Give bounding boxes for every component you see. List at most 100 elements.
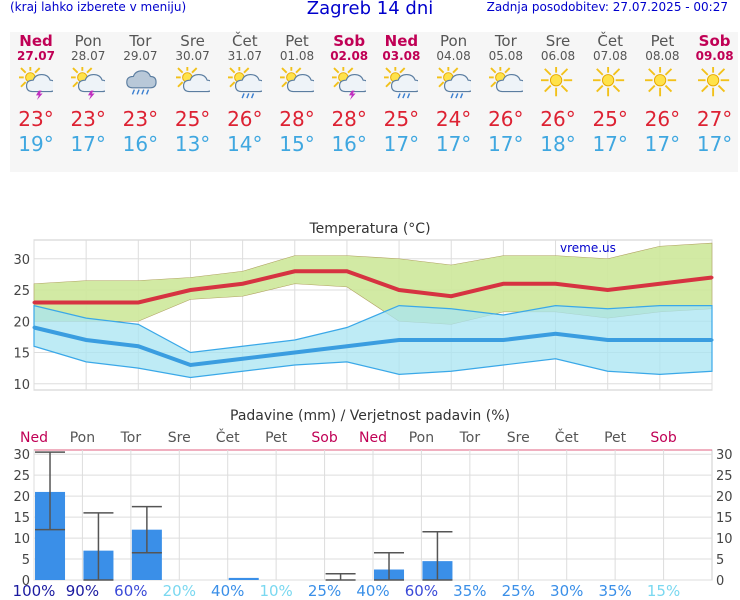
max-temperature-point: [501, 282, 505, 286]
forecast-day: Sob 09.08 27° 17°: [689, 32, 740, 157]
forecast-day: Čet 31.07 26° 14°: [219, 32, 271, 157]
min-temperature: 19°: [18, 132, 54, 156]
min-temperature-point: [710, 338, 714, 342]
min-temperature: 17°: [435, 132, 472, 156]
temperature-tick-label: 10: [13, 378, 30, 393]
max-temperature-point: [710, 276, 714, 279]
forecast-day: Čet 07.08 25° 17°: [584, 32, 636, 157]
sun-cloud-icon: [280, 67, 314, 93]
precipitation-tick-label-right: 10: [716, 532, 733, 547]
min-temperature-point: [84, 338, 88, 342]
forecast-day: Pon 28.07 23° 17°: [62, 32, 114, 157]
day-date: 03.08: [382, 49, 421, 63]
page-title: Zagreb 14 dni: [306, 0, 434, 19]
day-name: Pet: [285, 32, 309, 50]
precipitation-day-label: Pet: [265, 430, 288, 446]
min-temperature-point: [32, 326, 36, 329]
max-temperature: 24°: [435, 107, 472, 131]
min-temperature-point: [293, 351, 297, 354]
day-date: 30.07: [175, 49, 210, 63]
precipitation-tick-label-left: 20: [13, 490, 30, 505]
sun-icon: [541, 67, 573, 97]
precipitation-probability-label: 35%: [598, 582, 631, 600]
day-date: 02.08: [330, 49, 369, 63]
min-temperature: 17°: [696, 132, 733, 156]
max-temperature: 25°: [174, 107, 211, 131]
sun-icon: [593, 67, 625, 97]
day-date: 06.08: [540, 49, 576, 63]
forecast-day: Pet 01.08 28° 15°: [271, 32, 323, 157]
precipitation-probability-label: 35%: [453, 582, 486, 600]
day-date: 09.08: [695, 49, 734, 63]
temperature-tick-label: 15: [13, 347, 30, 362]
forecast-day: Pon 04.08 24° 17°: [428, 32, 480, 157]
max-temperature: 26°: [540, 107, 576, 131]
sun-cloud-rain-icon: [227, 67, 262, 99]
precipitation-tick-label-left: 10: [13, 532, 30, 547]
day-name: Tor: [129, 32, 152, 50]
precipitation-tick-label-right: 5: [716, 553, 724, 568]
precipitation-probability-label: 100%: [13, 582, 56, 600]
min-temperature: 17°: [644, 132, 681, 156]
max-temperature-point: [658, 282, 662, 286]
min-temperature-point: [397, 338, 401, 342]
day-name: Čet: [232, 32, 258, 50]
min-temperature: 17°: [488, 132, 524, 156]
precipitation-probability-label: 30%: [550, 582, 583, 600]
day-date: 27.07: [17, 49, 55, 63]
precipitation-day-label: Čet: [216, 428, 240, 446]
precipitation-probability-label: 60%: [114, 582, 147, 600]
precipitation-probability-label: 15%: [647, 582, 680, 600]
day-name: Ned: [384, 32, 419, 50]
sun-cloud-icon: [488, 67, 523, 93]
precipitation-tick-label-right: 0: [716, 574, 724, 589]
sun-cloud-lightning-icon: [19, 67, 53, 101]
day-name: Pet: [650, 32, 675, 50]
sun-icon: [645, 67, 677, 97]
precipitation-probability-label: 25%: [308, 582, 341, 600]
temperature-chart-title: Temperatura (°C): [308, 221, 430, 237]
day-date: 29.07: [123, 49, 158, 63]
min-temperature-point: [449, 338, 453, 342]
max-temperature-point: [449, 294, 453, 298]
precipitation-day-label: Ned: [359, 430, 387, 446]
max-temperature: 23°: [18, 107, 54, 131]
max-temperature: 23°: [122, 107, 159, 131]
max-temperature-point: [136, 301, 140, 304]
precipitation-day-label: Sre: [507, 430, 530, 446]
forecast-day: Sre 06.08 26° 18°: [532, 32, 584, 157]
max-temperature-point: [345, 269, 349, 273]
sun-cloud-icon: [175, 67, 210, 93]
precipitation-probability-label: 10%: [259, 582, 292, 600]
min-temperature-point: [658, 338, 662, 342]
sun-cloud-rain-icon: [436, 67, 471, 99]
precipitation-tick-label-right: 15: [716, 511, 733, 526]
day-date: 31.07: [227, 49, 262, 63]
last-updated: Zadnja posodobitev: 27.07.2025 - 00:27: [486, 0, 728, 14]
max-temperature-point: [293, 269, 297, 273]
max-temperature: 23°: [70, 107, 106, 131]
forecast-day: Ned 27.07 23° 19°: [10, 32, 62, 157]
max-temperature: 25°: [383, 107, 420, 131]
precipitation-bar: [228, 577, 259, 580]
max-temperature-point: [554, 282, 558, 286]
min-temperature: 13°: [174, 132, 211, 156]
min-temperature: 17°: [383, 132, 420, 156]
max-temperature-point: [241, 282, 245, 286]
precipitation-day-label: Tor: [459, 430, 481, 446]
precipitation-tick-label-right: 25: [716, 469, 733, 484]
header-menu-hint[interactable]: (kraj lahko izberete v meniju): [10, 0, 187, 14]
day-date: 08.08: [645, 49, 680, 63]
precipitation-day-label: Čet: [555, 428, 579, 446]
max-temperature: 26°: [644, 107, 681, 131]
day-name: Sob: [333, 32, 366, 50]
precipitation-probability-label: 90%: [66, 582, 99, 600]
max-temperature: 26°: [227, 107, 263, 131]
min-temperature: 18°: [540, 132, 576, 156]
max-temperature-point: [188, 288, 192, 292]
sun-cloud-lightning-icon: [71, 67, 106, 101]
temperature-tick-label: 20: [13, 315, 30, 330]
day-name: Sre: [545, 32, 571, 50]
precipitation-probability-label: 20%: [163, 582, 196, 600]
